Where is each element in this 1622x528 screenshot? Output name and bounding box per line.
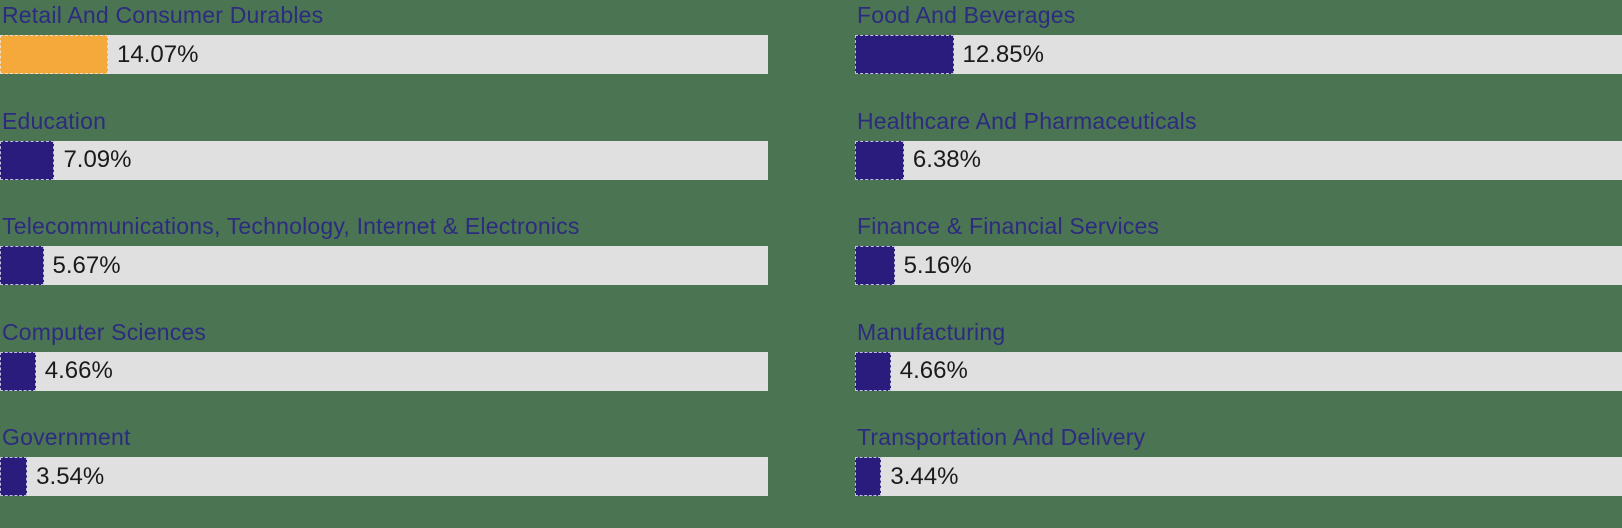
category-label: Transportation And Delivery — [857, 424, 1146, 451]
bar-group: Telecommunications, Technology, Internet… — [0, 211, 768, 317]
category-label: Education — [2, 107, 107, 134]
bar-fill[interactable] — [855, 457, 882, 497]
bar-group: Transportation And Delivery 3.44% — [855, 422, 1622, 528]
column-left: Retail And Consumer Durables 14.07% Educ… — [0, 0, 768, 528]
value-label: 12.85% — [962, 40, 1044, 68]
category-label: Computer Sciences — [2, 318, 207, 345]
bar-track[interactable]: 4.66% — [0, 351, 768, 391]
value-label: 4.66% — [899, 357, 968, 385]
bar-group: Food And Beverages 12.85% — [855, 0, 1622, 106]
bar-track[interactable]: 4.66% — [855, 351, 1622, 391]
bar-track[interactable]: 5.16% — [855, 246, 1622, 286]
category-label: Food And Beverages — [857, 2, 1076, 28]
bar-group: Retail And Consumer Durables 14.07% — [0, 0, 768, 106]
value-label: 7.09% — [63, 146, 132, 174]
bar-track[interactable]: 3.54% — [0, 457, 768, 497]
value-label: 14.07% — [117, 40, 199, 68]
value-label: 4.66% — [44, 357, 113, 385]
category-label: Healthcare And Pharmaceuticals — [857, 107, 1197, 134]
bar-group: Computer Sciences 4.66% — [0, 317, 768, 423]
bar-group: Healthcare And Pharmaceuticals 6.38% — [855, 106, 1622, 212]
bar-group: Government 3.54% — [0, 422, 768, 528]
value-label: 6.38% — [912, 146, 981, 174]
category-label: Telecommunications, Technology, Internet… — [2, 213, 580, 240]
bar-track[interactable]: 7.09% — [0, 140, 768, 180]
value-label: 5.67% — [52, 251, 121, 279]
bar-fill[interactable] — [855, 35, 954, 74]
category-label: Retail And Consumer Durables — [2, 2, 324, 28]
bar-fill[interactable] — [0, 351, 36, 391]
bar-fill[interactable] — [0, 140, 55, 180]
category-label: Finance & Financial Services — [857, 213, 1160, 240]
column-right: Food And Beverages 12.85% Healthcare And… — [855, 0, 1622, 528]
bar-track[interactable]: 6.38% — [855, 140, 1622, 180]
bar-fill[interactable] — [0, 457, 28, 497]
value-label: 3.44% — [890, 462, 959, 490]
category-label: Government — [2, 424, 131, 451]
category-label: Manufacturing — [857, 318, 1006, 345]
bar-group: Finance & Financial Services 5.16% — [855, 211, 1622, 317]
bar-group: Manufacturing 4.66% — [855, 317, 1622, 423]
value-label: 3.54% — [36, 462, 105, 490]
bar-fill[interactable] — [855, 140, 904, 180]
bar-fill[interactable] — [0, 35, 109, 74]
value-label: 5.16% — [903, 251, 972, 279]
bar-track[interactable]: 5.67% — [0, 246, 768, 286]
bar-track[interactable]: 12.85% — [855, 35, 1622, 74]
bar-track[interactable]: 14.07% — [0, 35, 768, 74]
bar-fill[interactable] — [0, 246, 44, 286]
bar-group: Education 7.09% — [0, 106, 768, 212]
bar-fill[interactable] — [855, 246, 895, 286]
bar-fill[interactable] — [855, 351, 891, 391]
bar-track[interactable]: 3.44% — [855, 457, 1622, 497]
